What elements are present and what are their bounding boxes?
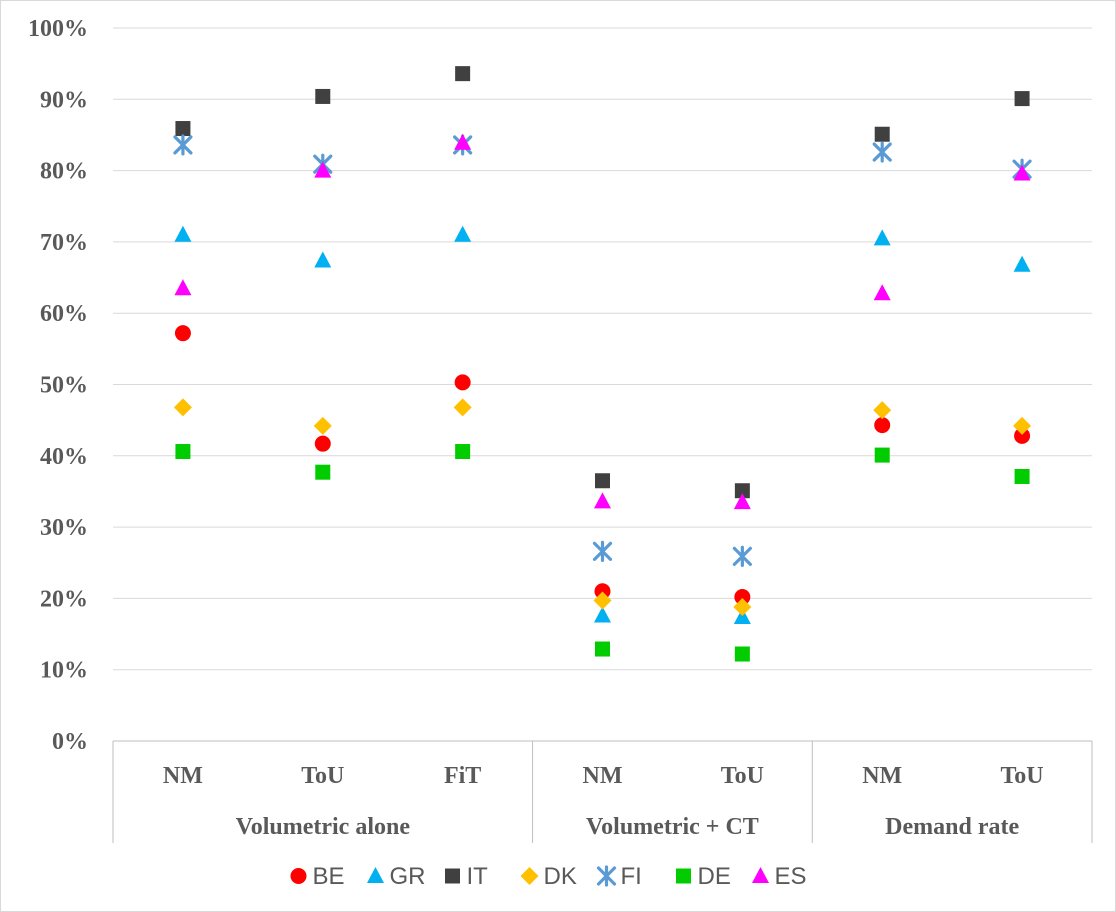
data-point-es [174, 279, 192, 296]
y-tick-label: 70% [40, 230, 88, 256]
legend-item: ES [752, 863, 807, 890]
data-point-be [734, 588, 751, 605]
y-tick-label: 50% [40, 373, 88, 399]
legend-marker-de [676, 868, 691, 884]
data-point-gr [454, 225, 472, 242]
data-point-gr [873, 229, 891, 246]
category-label: ToU [1001, 763, 1044, 789]
data-point-de [175, 444, 191, 460]
data-point-de [874, 447, 890, 463]
y-tick-label: 80% [40, 159, 88, 185]
data-point-fi [872, 141, 892, 163]
data-point-de [734, 646, 750, 662]
data-point-es [314, 161, 332, 178]
data-point-gr [594, 606, 611, 623]
legend-label: FI [621, 863, 642, 890]
data-point-be [874, 417, 891, 434]
legend-label: BE [313, 863, 345, 890]
data-point-es [1013, 164, 1031, 181]
group-labels: Volumetric alone Volumetric + CT Demand ra… [236, 814, 1020, 840]
data-point-gr [1013, 255, 1031, 272]
data-point-de [455, 444, 471, 460]
data-point-dk [1013, 416, 1032, 435]
legend: BE GR IT DK FI DE ES [290, 863, 807, 890]
legend-label: DK [544, 863, 577, 890]
legend-label: DE [698, 863, 731, 890]
legend-label: ES [775, 863, 807, 890]
data-point-es [733, 493, 751, 510]
data-point-fi [592, 540, 613, 562]
data-point-gr [314, 251, 332, 268]
data-point-be [314, 435, 331, 452]
data-point-be [454, 374, 471, 391]
data-point-fi [173, 134, 193, 156]
group-label: Volumetric + CT [586, 814, 759, 840]
y-axis-ticks: 0% 10% 20% 30% 40% 50% 60% 70% 80% 90% 100% [28, 16, 88, 755]
category-label: ToU [301, 763, 344, 789]
group-label: Demand rate [885, 814, 1019, 840]
legend-label: GR [390, 863, 426, 890]
legend-marker-fi [596, 865, 617, 887]
y-tick-label: 20% [40, 586, 88, 612]
category-label: ToU [721, 763, 764, 789]
legend-item: BE [290, 863, 345, 890]
data-point-es [454, 133, 472, 150]
data-point-it [455, 66, 471, 82]
gridlines [113, 27, 1092, 671]
data-point-de [315, 464, 331, 480]
data-point-it [315, 88, 331, 104]
data-point-it [734, 483, 750, 499]
category-label: NM [163, 763, 203, 789]
data-point-be [1014, 427, 1031, 444]
legend-marker-es [752, 867, 769, 883]
data-point-it [874, 126, 890, 142]
legend-item: DE [676, 863, 731, 890]
category-label: FiT [444, 763, 481, 789]
legend-marker-it [445, 868, 460, 884]
data-point-de [595, 641, 610, 657]
data-point-dk [733, 597, 752, 616]
data-point-dk [173, 398, 192, 417]
y-tick-label: 0% [52, 729, 88, 755]
data-point-it [175, 121, 191, 137]
data-point-it [1014, 91, 1030, 107]
data-point-dk [453, 398, 472, 417]
data-point-es [873, 284, 891, 301]
legend-item: GR [367, 863, 426, 890]
y-tick-label: 10% [40, 658, 88, 684]
data-points [173, 66, 1032, 662]
legend-item: IT [445, 863, 488, 890]
data-point-dk [593, 591, 612, 610]
data-point-de [1014, 468, 1030, 484]
legend-label: IT [467, 863, 489, 890]
y-tick-label: 30% [40, 515, 88, 541]
data-point-be [594, 583, 611, 600]
legend-item: DK [520, 863, 577, 890]
data-point-dk [313, 416, 332, 435]
data-point-es [594, 492, 611, 509]
legend-marker-be [290, 868, 307, 884]
y-tick-label: 40% [40, 444, 88, 470]
data-point-gr [174, 225, 192, 242]
data-point-be [174, 325, 191, 342]
legend-marker-dk [520, 867, 539, 885]
category-label: NM [583, 763, 623, 789]
data-point-fi [732, 545, 752, 567]
y-tick-label: 60% [40, 301, 88, 327]
legend-item: FI [596, 863, 642, 890]
y-tick-label: 100% [28, 16, 88, 42]
x-axis [112, 740, 1093, 843]
group-label: Volumetric alone [236, 814, 411, 840]
data-point-it [595, 473, 610, 489]
category-labels: NM ToU FiT NM ToU NM ToU [163, 763, 1044, 789]
y-tick-label: 90% [40, 87, 88, 113]
category-label: NM [862, 763, 902, 789]
data-point-dk [873, 401, 892, 420]
legend-marker-gr [367, 867, 384, 883]
